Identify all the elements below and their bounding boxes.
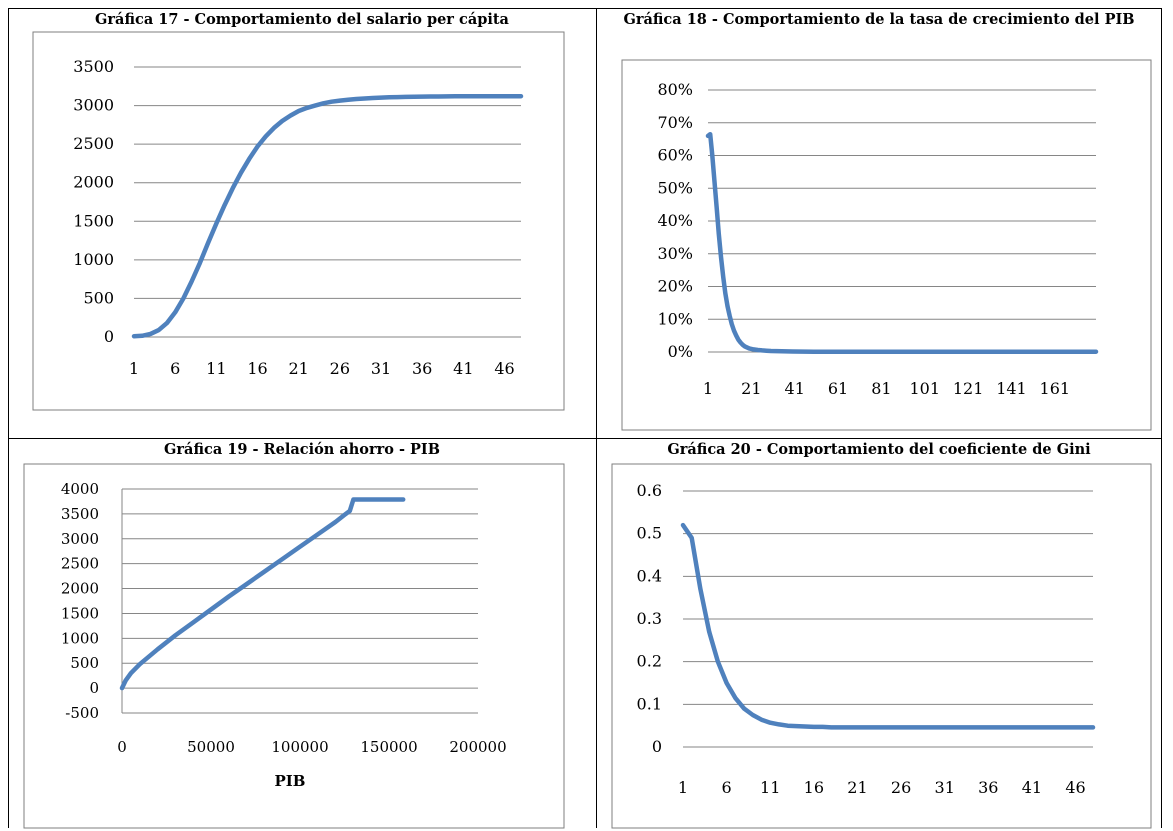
x-tick-label: 46: [1065, 778, 1085, 797]
x-tick-label: 26: [891, 778, 911, 797]
y-tick-label: 0.5: [637, 524, 662, 543]
table-right-border: [1161, 8, 1162, 828]
table-middle-border: [8, 438, 1162, 439]
y-tick-label: 50%: [657, 178, 693, 197]
y-tick-label: 80%: [657, 80, 693, 99]
series-line: [131, 93, 524, 339]
y-tick-label: 60%: [657, 146, 693, 165]
chart-17-title: Gráfica 17 - Comportamiento del salario …: [95, 11, 509, 28]
y-tick-label: 3500: [73, 57, 114, 76]
x-tick-label: 46: [494, 359, 514, 378]
x-tick-label: 161: [1040, 379, 1071, 398]
x-tick-label: 1: [129, 359, 139, 378]
y-tick-label: 10%: [657, 309, 693, 328]
y-tick-label: -500: [65, 704, 99, 722]
y-tick-label: 0.3: [637, 609, 662, 628]
chart-frame: [611, 463, 1152, 829]
table-center-border: [596, 8, 597, 828]
y-tick-label: 0.2: [637, 652, 662, 671]
x-tick-label: 41: [1022, 778, 1042, 797]
y-tick-label: 3000: [73, 96, 114, 115]
y-tick-label: 0.1: [637, 694, 662, 713]
series-line: [119, 497, 406, 691]
y-tick-label: 0: [104, 327, 114, 346]
y-tick-label: 500: [70, 654, 99, 672]
x-tick-label: 21: [289, 359, 309, 378]
y-tick-label: 20%: [657, 277, 693, 296]
y-tick-label: 1500: [61, 604, 99, 622]
y-tick-label: 0.6: [637, 481, 662, 500]
x-tick-label: 36: [412, 359, 432, 378]
chart-18-title: Gráfica 18 - Comportamiento de la tasa d…: [623, 11, 1135, 28]
y-tick-label: 3000: [61, 530, 99, 548]
y-tick-label: 30%: [657, 244, 693, 263]
y-tick-label: 70%: [657, 113, 693, 132]
x-tick-label: 1: [703, 379, 713, 398]
x-tick-label: 41: [453, 359, 473, 378]
y-tick-label: 500: [83, 288, 114, 307]
chart-18: 0%10%20%30%40%50%60%70%80%1 21 41 61 81 101 12…: [621, 59, 1152, 431]
x-tick-label: 41: [785, 379, 805, 398]
chart-frame: [621, 59, 1152, 431]
x-tick-label: 1: [678, 778, 688, 797]
x-tick-label: 6: [722, 778, 732, 797]
x-tick-label: 200000: [449, 738, 506, 756]
table-top-border: [8, 8, 1162, 9]
x-tick-label: 26: [330, 359, 350, 378]
y-tick-label: 40%: [657, 211, 693, 230]
x-tick-label: 36: [978, 778, 998, 797]
x-tick-label: 150000: [360, 738, 417, 756]
x-tick-label: 21: [847, 778, 867, 797]
x-tick-label: 21: [741, 379, 761, 398]
y-tick-label: 2000: [61, 580, 99, 598]
x-tick-label: 31: [935, 778, 955, 797]
y-tick-label: 2500: [61, 555, 99, 573]
x-tick-label: 31: [371, 359, 391, 378]
y-tick-label: 1000: [61, 629, 99, 647]
y-tick-label: 0: [652, 737, 662, 756]
y-tick-label: 2000: [73, 173, 114, 192]
y-tick-label: 2500: [73, 134, 114, 153]
x-tick-label: 11: [760, 778, 780, 797]
x-tick-label: 0: [117, 738, 127, 756]
x-tick-label: 16: [804, 778, 824, 797]
chart-19: -500 0 500 1000 1500 2000 2500 3000 3500 4000 0 500…: [23, 463, 565, 829]
x-axis-label: PIB: [275, 772, 306, 790]
y-tick-label: 3500: [61, 505, 99, 523]
x-tick-label: 100000: [271, 738, 328, 756]
series-line: [705, 131, 1099, 354]
x-tick-label: 101: [909, 379, 940, 398]
series-line: [680, 522, 1096, 730]
chart-frame: [23, 463, 565, 829]
chart-20: 00.10.20.30.40.50.61 6 11 16 21 26 31 36 41 46: [611, 463, 1152, 829]
y-tick-label: 0%: [668, 342, 693, 361]
x-tick-label: 50000: [187, 738, 235, 756]
y-tick-label: 1500: [73, 211, 114, 230]
chart-19-title: Gráfica 19 - Relación ahorro - PIB: [164, 441, 440, 458]
y-tick-label: 1000: [73, 250, 114, 269]
x-tick-label: 121: [953, 379, 984, 398]
x-tick-label: 11: [206, 359, 226, 378]
x-tick-label: 81: [871, 379, 891, 398]
y-tick-label: 4000: [61, 480, 99, 498]
x-tick-label: 61: [828, 379, 848, 398]
y-tick-label: 0: [89, 679, 99, 697]
x-tick-label: 6: [170, 359, 180, 378]
y-tick-label: 0.4: [637, 566, 662, 585]
table-left-border: [8, 8, 9, 828]
x-tick-label: 141: [996, 379, 1027, 398]
x-tick-label: 16: [247, 359, 267, 378]
chart-frame: [32, 31, 565, 411]
chart-20-title: Gráfica 20 - Comportamiento del coeficie…: [667, 441, 1091, 458]
